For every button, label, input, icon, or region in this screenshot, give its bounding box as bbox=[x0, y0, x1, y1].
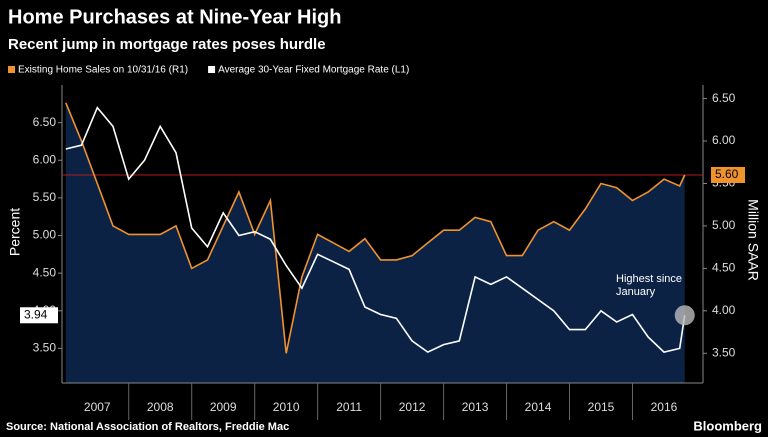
y-tick-label: 6.50 bbox=[33, 115, 57, 129]
y-axis-label: Percent bbox=[7, 208, 23, 256]
y2-tick-label: 5.00 bbox=[712, 218, 736, 232]
legend-label: Average 30-Year Fixed Mortgage Rate (L1) bbox=[218, 65, 409, 76]
y2-tick-label: 6.00 bbox=[712, 133, 736, 147]
chart-subtitle: Recent jump in mortgage rates poses hurd… bbox=[8, 36, 326, 53]
y-tick-label: 5.50 bbox=[33, 190, 57, 204]
y2-tick-label: 4.50 bbox=[712, 261, 736, 275]
x-tick-label: 2013 bbox=[462, 400, 489, 414]
x-tick-label: 2009 bbox=[210, 400, 237, 414]
value-label: 3.94 bbox=[24, 307, 48, 321]
reference-label: 5.60 bbox=[715, 167, 739, 181]
y2-axis-label: Million SAAR bbox=[745, 199, 761, 281]
x-tick-label: 2010 bbox=[273, 400, 300, 414]
y2-tick-label: 3.50 bbox=[712, 345, 736, 359]
highlight-marker bbox=[674, 305, 695, 326]
area bbox=[65, 102, 685, 384]
y-tick-label: 4.50 bbox=[33, 265, 57, 279]
brand: Bloomberg bbox=[693, 418, 762, 433]
x-tick-label: 2015 bbox=[588, 400, 615, 414]
x-tick-label: 2012 bbox=[399, 400, 426, 414]
y2-tick-label: 4.00 bbox=[712, 303, 736, 317]
y2-tick-label: 6.50 bbox=[712, 91, 736, 105]
y-tick-label: 6.00 bbox=[33, 152, 57, 166]
x-tick-label: 2014 bbox=[525, 400, 552, 414]
x-tick-label: 2011 bbox=[336, 400, 362, 414]
legend-swatch bbox=[8, 66, 15, 73]
y-tick-label: 5.00 bbox=[33, 228, 57, 242]
x-tick-label: 2008 bbox=[147, 400, 174, 414]
value-label-box bbox=[20, 307, 58, 324]
line bbox=[65, 102, 686, 354]
x-tick-label: 2016 bbox=[651, 400, 678, 414]
x-tick-label: 2007 bbox=[84, 400, 111, 414]
reference-label-box bbox=[711, 166, 745, 183]
annotation: January bbox=[616, 286, 656, 298]
source: Source: National Association of Realtors… bbox=[6, 421, 289, 433]
annotation: Highest since bbox=[616, 273, 682, 285]
y-tick-label: 3.50 bbox=[33, 341, 57, 355]
chart-title: Home Purchases at Nine-Year High bbox=[8, 6, 341, 28]
legend-label: Existing Home Sales on 10/31/16 (R1) bbox=[18, 65, 188, 76]
legend-swatch bbox=[208, 66, 216, 73]
line bbox=[65, 106, 686, 354]
